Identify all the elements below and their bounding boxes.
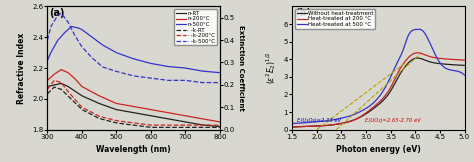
Y-axis label: Extinction Coefficient: Extinction Coefficient bbox=[237, 25, 244, 111]
Legend: n-RT, n-200°C, n-500°C, - -k-RT, - -k-200°C, - -k-500°C: n-RT, n-200°C, n-500°C, - -k-RT, - -k-20… bbox=[174, 9, 217, 45]
X-axis label: Photon energy (eV): Photon energy (eV) bbox=[336, 145, 421, 154]
Legend: Without heat-treatment, Heat-treated at 200 °C, Heat-treated at 500 °C: Without heat-treatment, Heat-treated at … bbox=[295, 9, 375, 29]
Y-axis label: Refractive Index: Refractive Index bbox=[18, 32, 27, 104]
Text: (a): (a) bbox=[49, 8, 64, 18]
X-axis label: Wavelength (nm): Wavelength (nm) bbox=[96, 145, 171, 154]
Y-axis label: $(\varepsilon^2 E_2)^{1/2}$: $(\varepsilon^2 E_2)^{1/2}$ bbox=[264, 52, 278, 84]
Text: E(U₃O₈)=2.33 eV: E(U₃O₈)=2.33 eV bbox=[297, 118, 342, 123]
Text: (b): (b) bbox=[296, 8, 312, 18]
Text: E(UO₂)=2.65-2.70 eV: E(UO₂)=2.65-2.70 eV bbox=[365, 118, 420, 123]
